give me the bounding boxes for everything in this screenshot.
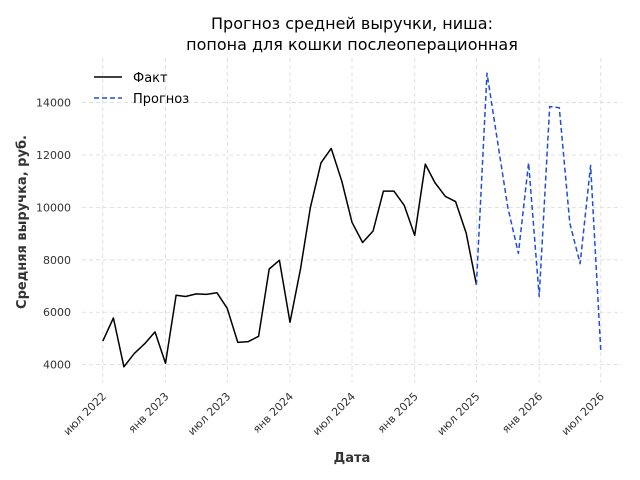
- x-axis-label: Дата: [334, 451, 371, 466]
- x-tick-label-4: июл 2024: [310, 390, 358, 438]
- x-tick-label-3: янв 2024: [250, 390, 296, 436]
- y-axis-ticks: 4000 6000 8000 10000 12000 14000: [36, 97, 71, 372]
- x-tick-label-7: янв 2026: [499, 390, 545, 436]
- y-tick-label-4: 12000: [36, 149, 71, 162]
- chart-title-line-2: попона для кошки послеоперационная: [186, 35, 518, 54]
- x-tick-label-0: июл 2022: [61, 390, 109, 438]
- legend: Факт Прогноз: [94, 71, 189, 107]
- y-tick-label-3: 10000: [36, 201, 71, 214]
- series-lines: [102, 72, 602, 368]
- x-tick-label-8: июл 2026: [559, 390, 607, 438]
- chart-title-line-1: Прогноз средней выручки, ниша:: [211, 14, 493, 33]
- y-tick-label-2: 8000: [43, 254, 71, 267]
- x-tick-label-2: июл 2023: [185, 390, 233, 438]
- y-tick-label-5: 14000: [36, 97, 71, 110]
- series-line-0: [102, 147, 478, 368]
- x-tick-label-6: июл 2025: [435, 390, 483, 438]
- x-tick-label-5: янв 2025: [375, 390, 421, 436]
- x-tick-label-1: янв 2023: [126, 390, 172, 436]
- legend-label-fact: Факт: [133, 71, 168, 86]
- y-tick-label-1: 6000: [43, 306, 71, 319]
- legend-label-forecast: Прогноз: [133, 92, 189, 107]
- x-axis-ticks: июл 2022 янв 2023 июл 2023 янв 2024 июл 2024…: [61, 390, 607, 438]
- y-axis-label: Средняя выручка, руб.: [15, 135, 30, 309]
- y-tick-label-0: 4000: [43, 359, 71, 372]
- series-line-1: [475, 72, 602, 353]
